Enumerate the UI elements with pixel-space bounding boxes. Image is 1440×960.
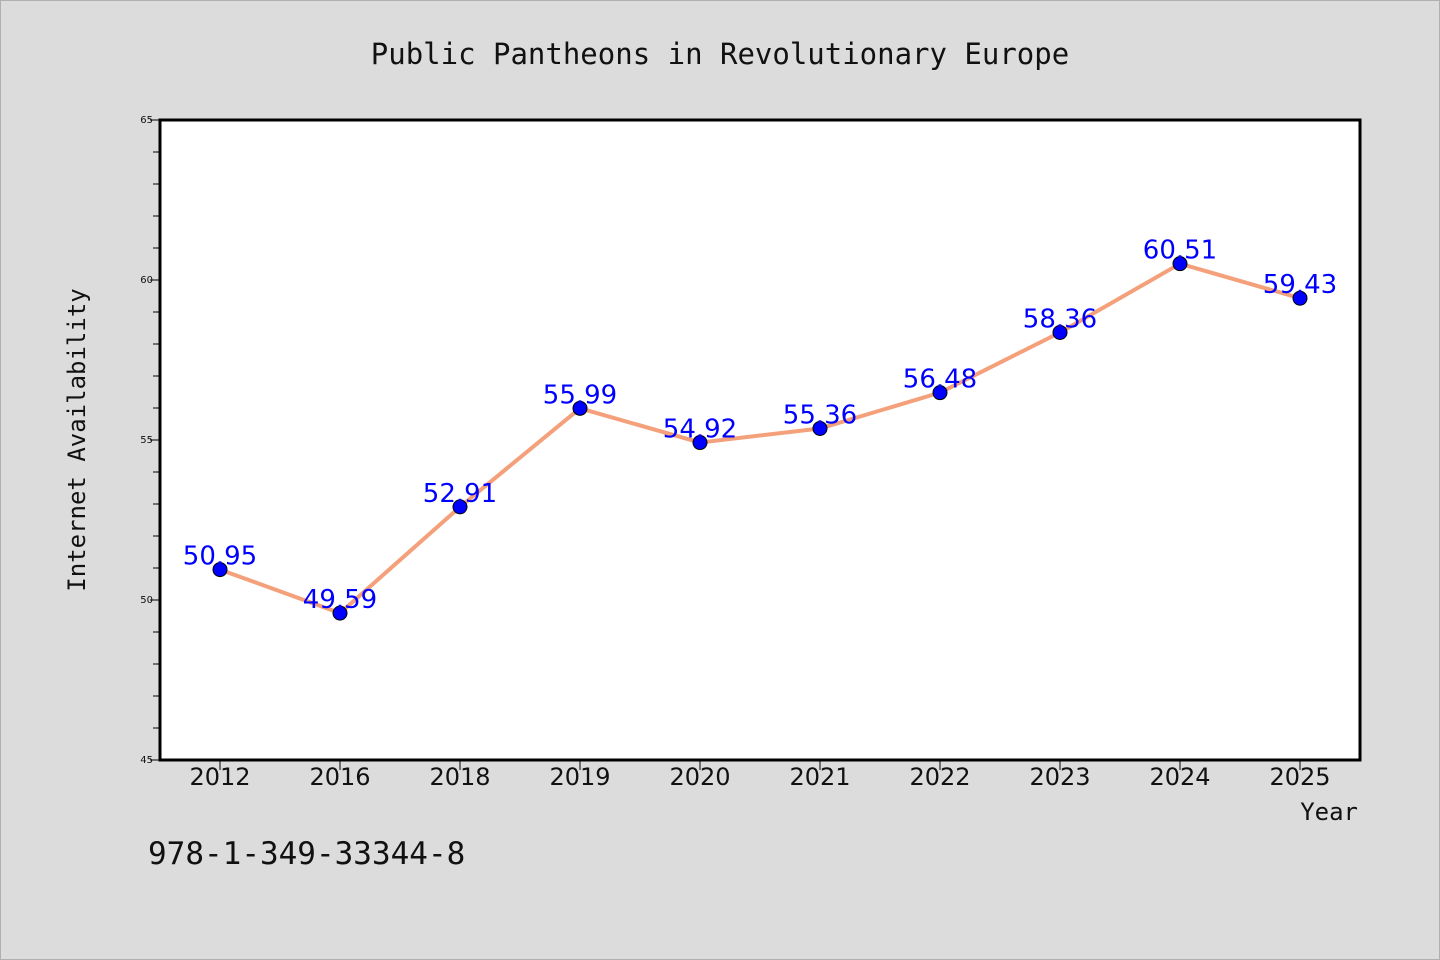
x-tick-label: 2012	[189, 763, 250, 791]
chart-title: Public Pantheons in Revolutionary Europe	[371, 37, 1069, 71]
plot-border	[158, 118, 1362, 762]
data-point	[452, 499, 468, 515]
data-label: 55.99	[543, 380, 617, 410]
y-tick-label: 45	[140, 755, 153, 766]
data-label: 50.95	[183, 542, 257, 572]
series-layer: 50.95 49.59 52.91 55.99 54.92 55.36 56.48 58.36…	[183, 236, 1337, 621]
x-tick-label: 2022	[909, 763, 970, 791]
y-tick-label: 50	[140, 595, 153, 606]
series-line	[219, 261, 1301, 616]
data-label: 60.51	[1143, 236, 1217, 266]
x-axis: 2012 2016 2018 2019 2020 2021 2022 2023 2024 2025	[189, 760, 1331, 791]
x-tick-label: 2023	[1029, 763, 1090, 791]
data-label: 58.36	[1023, 304, 1097, 334]
data-label: 52.91	[423, 479, 497, 509]
data-point	[1052, 324, 1068, 340]
x-tick-label: 2018	[429, 763, 490, 791]
data-label: 54.92	[663, 415, 737, 445]
data-label: 56.48	[903, 365, 977, 395]
data-point	[932, 385, 948, 401]
x-tick-label: 2020	[669, 763, 730, 791]
data-point	[332, 605, 348, 621]
x-tick-label: 2016	[309, 763, 370, 791]
plot-area	[160, 120, 1360, 760]
data-point	[692, 435, 708, 451]
data-label: 55.36	[783, 400, 857, 430]
x-tick-label: 2024	[1149, 763, 1210, 791]
data-point	[812, 420, 828, 436]
x-tick-label: 2019	[549, 763, 610, 791]
y-axis: 45 50 55 60 65	[140, 115, 160, 766]
data-point	[572, 400, 588, 416]
y-tick-label: 55	[140, 435, 153, 446]
x-tick-label: 2021	[789, 763, 850, 791]
y-tick-label: 60	[140, 275, 153, 286]
data-label: 59.43	[1263, 270, 1337, 300]
x-axis-label: Year	[1300, 798, 1358, 826]
y-tick-label: 65	[140, 115, 153, 126]
data-point	[212, 562, 228, 578]
y-axis-label: Internet Availability	[63, 288, 91, 591]
data-point	[1292, 290, 1308, 306]
data-point	[1172, 256, 1188, 272]
data-label: 49.59	[303, 585, 377, 615]
x-tick-label: 2025	[1269, 763, 1330, 791]
isbn-annotation: 978-1-349-33344-8	[148, 836, 465, 872]
